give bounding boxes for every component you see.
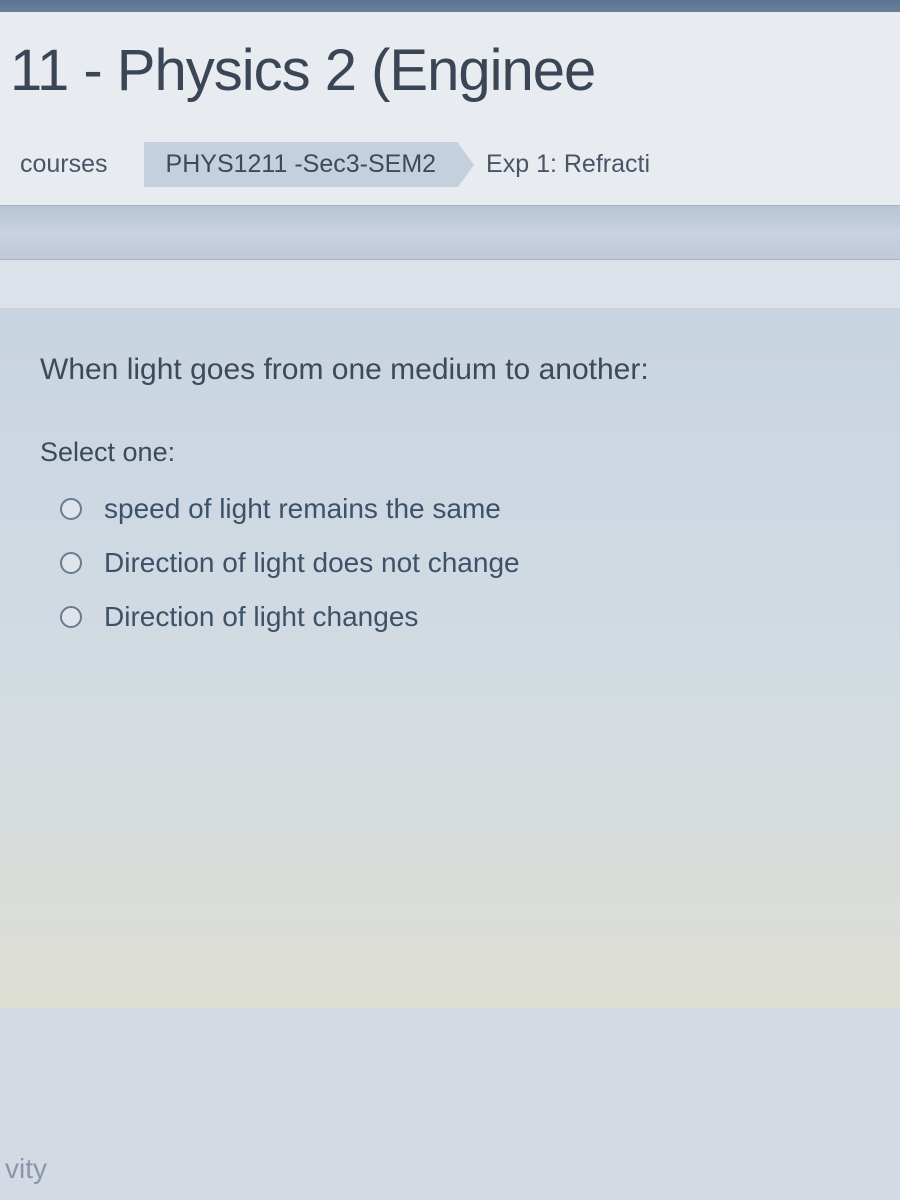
option-row[interactable]: Direction of light changes bbox=[60, 601, 860, 633]
options-list: speed of light remains the same Directio… bbox=[40, 493, 860, 633]
partial-footer-text: vity bbox=[5, 1153, 47, 1185]
radio-icon[interactable] bbox=[60, 552, 82, 574]
radio-icon[interactable] bbox=[60, 606, 82, 628]
option-label: Direction of light changes bbox=[104, 601, 418, 633]
header-area: 11 - Physics 2 (Enginee bbox=[0, 12, 900, 124]
breadcrumb-experiment[interactable]: Exp 1: Refracti bbox=[476, 142, 668, 187]
spacer-band bbox=[0, 260, 900, 308]
breadcrumb-course-code[interactable]: PHYS1211 -Sec3-SEM2 bbox=[144, 142, 459, 187]
select-one-label: Select one: bbox=[40, 437, 860, 468]
question-area: When light goes from one medium to anoth… bbox=[0, 308, 900, 1008]
chevron-icon bbox=[458, 143, 474, 187]
breadcrumb: courses PHYS1211 -Sec3-SEM2 Exp 1: Refra… bbox=[0, 124, 900, 205]
option-row[interactable]: Direction of light does not change bbox=[60, 547, 860, 579]
radio-icon[interactable] bbox=[60, 498, 82, 520]
window-top-bar bbox=[0, 0, 900, 12]
breadcrumb-courses[interactable]: courses bbox=[10, 142, 126, 187]
option-label: Direction of light does not change bbox=[104, 547, 520, 579]
option-label: speed of light remains the same bbox=[104, 493, 501, 525]
option-row[interactable]: speed of light remains the same bbox=[60, 493, 860, 525]
chevron-icon bbox=[126, 143, 142, 187]
question-prompt: When light goes from one medium to anoth… bbox=[40, 353, 860, 387]
divider-band bbox=[0, 205, 900, 260]
page-title: 11 - Physics 2 (Enginee bbox=[10, 37, 900, 104]
